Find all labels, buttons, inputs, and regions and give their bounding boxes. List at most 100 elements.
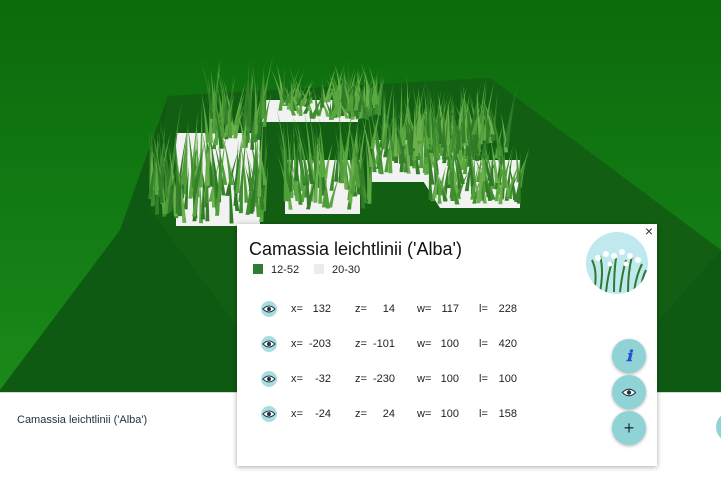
grass-blade <box>375 130 388 169</box>
grass-blade <box>201 92 210 143</box>
add-button[interactable]: + <box>612 411 646 445</box>
grass-blade <box>489 103 502 156</box>
w-value: 117 <box>441 303 459 315</box>
legend-item: 12-52 <box>253 264 299 276</box>
l-value: 158 <box>498 408 517 420</box>
grass-blade <box>327 71 340 105</box>
grass-blade <box>361 117 374 168</box>
grass-blade <box>358 93 364 119</box>
grass-blade <box>516 148 521 204</box>
grass-blade <box>438 165 447 192</box>
grass-blade <box>257 112 264 197</box>
grass-blade <box>251 80 259 143</box>
placement-row: x= -32 z= -230 w= 100 l= 100 <box>237 369 537 389</box>
grass-blade <box>481 173 496 200</box>
legend-swatch <box>253 264 263 274</box>
grass-blade <box>464 125 480 155</box>
grass-blade <box>304 83 317 107</box>
grass-blade <box>254 72 259 135</box>
grass-blade <box>353 71 360 111</box>
grass-blade <box>366 101 382 156</box>
grass-blade <box>174 141 180 214</box>
grass-blade <box>211 76 216 134</box>
grass-blade <box>475 122 485 152</box>
grass-blade <box>313 126 321 203</box>
grass-blade <box>154 129 159 195</box>
plant-info-panel: Camassia leichtlinii ('Alba') × 12-52 20… <box>237 224 657 466</box>
grass-blade <box>334 129 341 182</box>
legend-item: 20-30 <box>314 264 360 276</box>
grass-blade <box>338 107 344 176</box>
grass-blade <box>425 82 430 138</box>
grass-blade <box>183 165 190 210</box>
eye-icon[interactable] <box>261 406 277 422</box>
grass-blade <box>335 96 350 119</box>
eye-icon[interactable] <box>261 371 277 387</box>
grass-blade <box>447 102 461 140</box>
plus-icon: + <box>623 418 635 438</box>
grass-blade <box>307 83 313 104</box>
grass-blade <box>158 113 171 185</box>
grass-blade <box>481 81 495 141</box>
plant-caption[interactable]: Camassia leichtlinii ('Alba') <box>17 414 148 426</box>
eye-icon[interactable] <box>261 336 277 352</box>
grass-blade <box>303 109 314 177</box>
grass-blade <box>393 113 407 164</box>
grass-blade <box>235 135 243 193</box>
grass-blade <box>514 160 526 202</box>
grass-blade <box>204 162 210 204</box>
l-value: 228 <box>498 303 517 315</box>
x-value: -32 <box>315 373 331 385</box>
z-value: -230 <box>372 373 395 385</box>
view-button[interactable] <box>612 375 646 409</box>
grass-blade <box>288 89 301 114</box>
grass-blade <box>318 115 326 175</box>
grass-blade <box>186 121 196 189</box>
grass-blade <box>200 173 205 220</box>
grass-blade <box>381 81 394 150</box>
grass-blade <box>323 142 334 179</box>
grass-blade <box>212 100 224 149</box>
grass-blade <box>261 83 268 119</box>
grass-blade <box>429 157 444 196</box>
placement-row: x= -24 z= 24 w= 100 l= 158 <box>237 404 537 424</box>
eye-icon[interactable] <box>261 301 277 317</box>
l-value: 420 <box>498 338 517 350</box>
grass-blade <box>318 137 323 204</box>
grass-blade <box>382 104 397 161</box>
grass-blade <box>298 86 313 111</box>
grass-blade <box>365 102 377 173</box>
grass-blade <box>428 148 433 200</box>
grass-blade <box>232 81 246 132</box>
w-value: 100 <box>440 373 459 385</box>
grass-blade <box>192 138 206 195</box>
grass-blade <box>399 103 413 156</box>
grass-blade <box>322 95 335 120</box>
grass-blade <box>456 117 461 150</box>
grass-blade <box>324 65 337 103</box>
grass-blade <box>504 82 519 140</box>
grass-blade <box>286 156 300 202</box>
grass-blade <box>312 124 322 180</box>
grass-blade <box>308 106 319 184</box>
grass-blade <box>340 62 345 103</box>
grass-blade <box>384 135 392 173</box>
placement-row: x= -203 z= -101 w= 100 l= 420 <box>237 334 537 354</box>
info-button[interactable]: ℹ <box>612 339 646 373</box>
close-button[interactable]: × <box>644 223 654 239</box>
grass-blade <box>148 141 159 198</box>
grass-blade <box>246 59 253 128</box>
grass-blade <box>444 140 455 193</box>
grass-blade <box>200 57 215 119</box>
grass-blade <box>504 103 515 148</box>
grass-blade <box>260 71 265 119</box>
grass-blade <box>449 118 457 157</box>
edge-action-button[interactable] <box>716 412 721 442</box>
grass-blade <box>289 78 294 111</box>
grass-blade <box>241 113 247 149</box>
grass-blade <box>180 121 189 185</box>
grass-blade <box>355 87 369 120</box>
grass-blade <box>294 127 299 182</box>
l-value: 100 <box>498 373 517 385</box>
grass-blade <box>300 80 315 105</box>
